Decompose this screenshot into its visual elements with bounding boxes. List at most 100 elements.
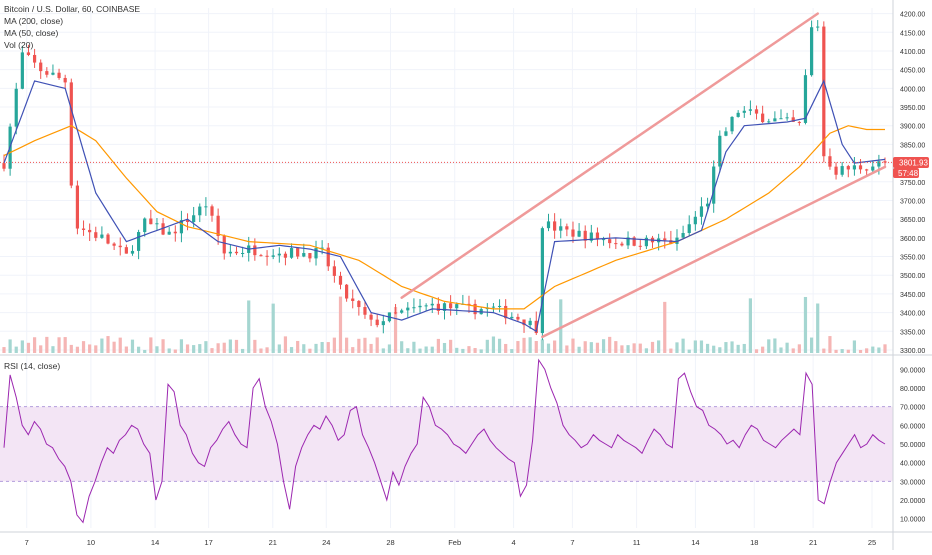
candle-body	[834, 166, 838, 175]
candle-body	[241, 252, 245, 254]
candle-body	[173, 231, 177, 234]
volume-bar	[553, 340, 557, 353]
candle-body	[143, 218, 147, 233]
volume-bar	[571, 338, 575, 353]
volume-bar	[20, 340, 24, 353]
volume-bar	[510, 349, 514, 353]
candle-body	[491, 306, 496, 308]
time-tick-label: 17	[204, 538, 212, 547]
candle-body	[69, 82, 73, 186]
volume-bar	[271, 303, 275, 353]
volume-bar	[296, 340, 300, 353]
volume-bar	[51, 346, 55, 353]
candle-body	[559, 226, 563, 231]
volume-bar	[234, 339, 239, 353]
volume-bar	[681, 338, 685, 353]
volume-bar	[877, 347, 881, 353]
volume-bar	[393, 307, 398, 353]
volume-bar	[693, 340, 697, 353]
price-tick-label: 3450.00	[900, 292, 925, 299]
volume-bar	[216, 343, 220, 353]
volume-bar	[785, 342, 789, 353]
volume-bar	[644, 348, 648, 353]
time-tick-label: 24	[322, 538, 330, 547]
volume-bar	[865, 348, 869, 353]
volume-bar	[748, 298, 753, 353]
candle-body	[632, 237, 636, 246]
price-tick-label: 3600.00	[900, 236, 925, 243]
volume-bar	[846, 349, 850, 353]
countdown-label: 57:48	[898, 169, 919, 178]
volume-bar	[265, 347, 269, 353]
volume-bar	[595, 342, 600, 353]
candle-body	[699, 206, 704, 217]
candle-body	[534, 320, 538, 334]
volume-bar	[657, 340, 661, 353]
candle-body	[846, 166, 850, 170]
candle-body	[332, 266, 336, 276]
candle-body	[583, 230, 587, 241]
candle-body	[693, 216, 697, 225]
volume-bar	[173, 349, 177, 353]
volume-bar	[247, 300, 251, 353]
candle-body	[436, 303, 440, 311]
volume-bar	[461, 348, 465, 353]
volume-bar	[497, 338, 502, 353]
volume-bar	[546, 343, 551, 353]
volume-bar	[130, 339, 135, 353]
candle-body	[467, 303, 471, 305]
time-tick-label: 11	[633, 538, 641, 547]
volume-bar	[198, 344, 202, 353]
rsi-line	[3, 358, 886, 524]
candle-body	[81, 228, 86, 230]
time-tick-label: 21	[269, 538, 277, 547]
candle-body	[669, 240, 673, 244]
candle-body	[234, 251, 239, 254]
volume-bar	[345, 337, 349, 353]
volume-bar	[712, 345, 716, 353]
rsi-legend: RSI (14, close)	[4, 361, 61, 371]
volume-bar	[565, 345, 569, 353]
candle-body	[510, 316, 514, 319]
price-tick-label: 3900.00	[900, 124, 925, 131]
volume-bar	[675, 342, 679, 353]
candle-body	[773, 118, 777, 122]
volume-bar	[222, 342, 226, 353]
volume-bar	[761, 346, 765, 353]
volume-bar	[94, 345, 98, 353]
candle-body	[644, 237, 648, 247]
volume-bar	[608, 336, 612, 353]
candle-body	[601, 239, 606, 241]
volume-bar	[620, 345, 624, 353]
candle-body	[626, 237, 630, 246]
volume-bar	[308, 348, 312, 353]
volume-bar	[632, 343, 636, 353]
volume-bar	[406, 348, 410, 353]
volume-bar	[387, 344, 392, 353]
volume-bar	[516, 341, 520, 353]
volume-bar	[528, 337, 532, 353]
volume-bar	[638, 343, 642, 353]
candle-body	[265, 255, 269, 257]
candle-body	[118, 245, 122, 248]
time-tick-label: 21	[809, 538, 817, 547]
trend-line	[400, 12, 819, 299]
volume-bar	[259, 348, 263, 353]
volume-bar	[822, 348, 826, 353]
candle-body	[381, 321, 385, 326]
volume-bar	[442, 342, 447, 353]
candle-body	[871, 166, 875, 171]
volume-bar	[436, 338, 440, 353]
candle-body	[363, 307, 367, 315]
price-tick-label: 4050.00	[900, 68, 925, 75]
volume-bar	[412, 341, 416, 353]
candle-body	[14, 88, 18, 127]
price-tick-label: 3950.00	[900, 105, 925, 112]
candle-body	[26, 52, 31, 55]
volume-bar	[418, 348, 422, 353]
candle-body	[302, 253, 306, 257]
volume-bar	[161, 339, 165, 353]
candle-body	[522, 319, 526, 326]
candle-body	[785, 117, 789, 119]
candle-body	[442, 303, 447, 311]
